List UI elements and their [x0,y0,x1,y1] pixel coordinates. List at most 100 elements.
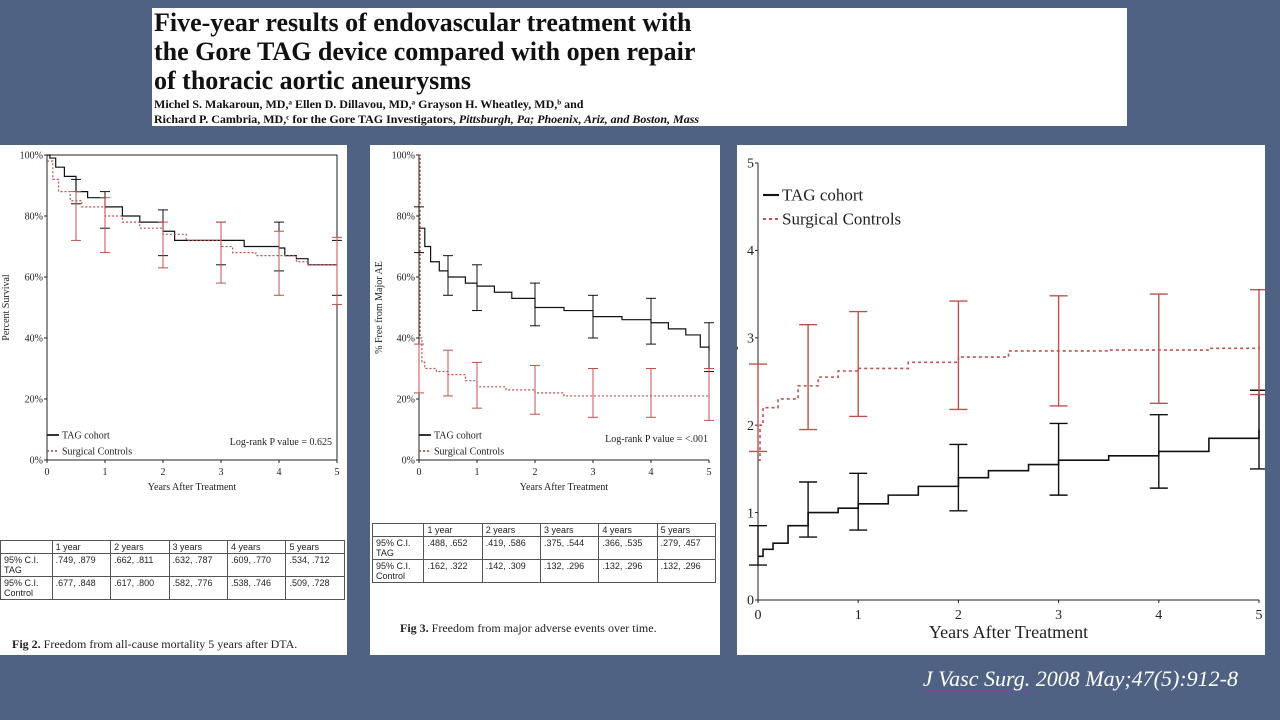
figure-3-table-cell: .132, .296 [598,559,658,583]
figure-2-table-header-cell: 2 years [110,540,170,554]
fig3-error-bar-tag [588,294,598,339]
fig2-y-tick-label: 40% [25,333,43,344]
citation-journal-link[interactable]: J Vasc Surg. [922,666,1031,691]
figure-2-table-cell: .677, .848 [51,576,112,600]
fig2-y-tick-label: 80% [25,211,43,222]
fig2-legend-label: TAG cohort [62,430,110,441]
figure-2-table-row: 95% C.I. TAG .749, .879.662, .811.632, .7… [0,553,345,577]
figr-x-tick-label: 4 [1155,608,1162,623]
figr-error-bar-tag [799,481,818,538]
fig3-error-bar-tag [443,255,453,296]
figure-2-table-header-cell: 1 year [51,540,112,554]
fig2-error-bar-control [100,197,110,254]
fig2-x-axis-label: Years After Treatment [148,482,237,493]
figure-3-table-cell: 95% C.I. Control [371,559,425,583]
paper-authors-names: Richard P. Cambria, MD,ᶜ for the Gore TA… [154,112,456,126]
fig3-y-tick-label: 80% [397,211,415,222]
figr-series-line-control [758,346,1260,461]
figure-2-table-cell: 95% C.I. TAG [0,553,53,577]
figr-y-tick-label: 2 [747,419,754,434]
cumulative-ae-chart: 0 1 2 3 4 5 0 1 2 3 4 5 Years After Treatment Cumulat… [737,157,1265,642]
fig3-x-tick-label: 1 [475,467,480,478]
figure-3-table-cell: .419, .586 [481,536,542,560]
figure-3-table-cell: .132, .296 [656,559,717,583]
fig2-error-bar-control [274,230,284,296]
fig2-error-bar-control [332,236,342,305]
fig3-y-tick-label: 60% [397,272,415,283]
fig2-y-tick-label: 20% [25,394,43,405]
fig2-y-tick-label: 60% [25,272,43,283]
fig3-error-bar-tag [530,282,540,327]
figr-y-tick-label: 5 [747,157,754,172]
figr-error-bar-control [1149,293,1168,405]
fig2-annotation: Log-rank P value = 0.625 [230,437,332,448]
paper-authors-line-2: Richard P. Cambria, MD,ᶜ for the Gore TA… [154,112,699,127]
fig3-error-bar-control [530,364,540,415]
fig3-x-axis-label: Years After Treatment [520,482,609,493]
figure-2-table-cell: .749, .879 [51,553,112,577]
figure-3-caption-label: Fig 3. [400,621,429,635]
figure-3-table-cell: .366, .535 [598,536,658,560]
figure-3-table-row: 95% C.I. TAG .488, .652.419, .586.375, .5… [371,536,717,560]
figure-2-panel: 0% 20% 40% 60% 80% 100% 0 1 2 3 4 5 Years After Trea… [0,145,347,655]
figure-2-caption-label: Fig 2. [12,637,41,651]
citation-details: 2008 May;47(5):912-8 [1035,666,1238,691]
figr-error-bar-control [849,310,868,418]
figr-x-tick-label: 1 [855,608,862,623]
fig2-series-line-tag [47,154,337,266]
fig3-annotation: Log-rank P value = <.001 [605,434,708,445]
figure-3-table-cell: .488, .652 [423,536,483,560]
fig3-x-tick-label: 0 [417,467,422,478]
fig3-series-line-control [419,154,709,397]
figure-3-panel: 0% 20% 40% 60% 80% 100% 0 1 2 3 4 5 Years After Trea… [370,145,720,655]
fig2-x-tick-label: 0 [45,467,50,478]
fig2-y-tick-label: 100% [20,150,43,161]
fig2-series-line-control [47,160,337,266]
figr-error-bar-control [799,323,818,431]
figure-3-table-header-row: 1 year 2 years 3 years 4 years 5 years [371,523,717,537]
fig3-y-tick-label: 0% [402,455,415,466]
paper-title-header: Five-year results of endovascular treatm… [152,8,1127,126]
figure-2-caption: Fig 2. Freedom from all-cause mortality … [12,637,297,652]
figure-2-table-header-cell: 5 years [285,540,345,554]
figr-legend-label: TAG cohort [782,186,864,205]
fig3-error-bar-tag [414,206,424,254]
figr-error-bar-tag [749,525,767,566]
fig2-error-bar-control [71,191,81,241]
figure-3-table-cell: .142, .309 [481,559,542,583]
citation: J Vasc Surg. 2008 May;47(5):912-8 [923,666,1238,692]
figr-y-tick-label: 4 [747,244,754,259]
figure-2-table-cell: 95% C.I. Control [0,576,53,600]
fig3-x-tick-label: 4 [649,467,654,478]
fig3-legend-label: TAG cohort [434,430,482,441]
figr-error-bar-tag [1250,389,1265,470]
fig3-y-tick-label: 40% [397,333,415,344]
figr-error-bar-tag [849,472,868,531]
paper-authors-line-1: Michel S. Makaroun, MD,ᵃ Ellen D. Dillav… [154,97,584,111]
figr-y-tick-label: 0 [747,594,754,609]
figure-2-caption-text: Freedom from all-cause mortality 5 years… [43,637,298,651]
fig2-x-tick-label: 4 [277,467,282,478]
figure-2-table-row: 95% C.I. Control .677, .848.617, .800.582… [0,576,345,600]
figure-2-table-cell: .538, .746 [226,576,287,600]
figure-2-table-cell: .582, .776 [168,576,229,600]
figure-2-table-header-cell [0,540,53,554]
figr-error-bar-tag [949,443,968,512]
figure-2-table-cell: .662, .811 [110,553,170,577]
fig2-x-tick-label: 2 [161,467,166,478]
fig2-error-bar-control [216,221,226,284]
fig2-error-bar-control [158,221,168,269]
figure-3-table-header-cell: 3 years [540,523,600,537]
figure-3-table-cell: .132, .296 [540,559,600,583]
figure-2-table-header-cell: 4 years [226,540,287,554]
fig2-x-tick-label: 3 [219,467,224,478]
fig3-y-axis-label: % Free from Major AE [374,261,385,354]
figr-y-axis-label: Cumulative Major AE [737,302,738,462]
fig3-y-tick-label: 100% [392,150,415,161]
figure-3-caption-text: Freedom from major adverse events over t… [431,621,657,635]
figure-3-table-cell: 95% C.I. TAG [371,536,425,560]
fig3-error-bar-control [414,343,424,394]
fig3-x-tick-label: 2 [533,467,538,478]
fig3-series-line-tag [419,227,710,351]
figure-2-table-cell: .509, .728 [285,576,345,600]
